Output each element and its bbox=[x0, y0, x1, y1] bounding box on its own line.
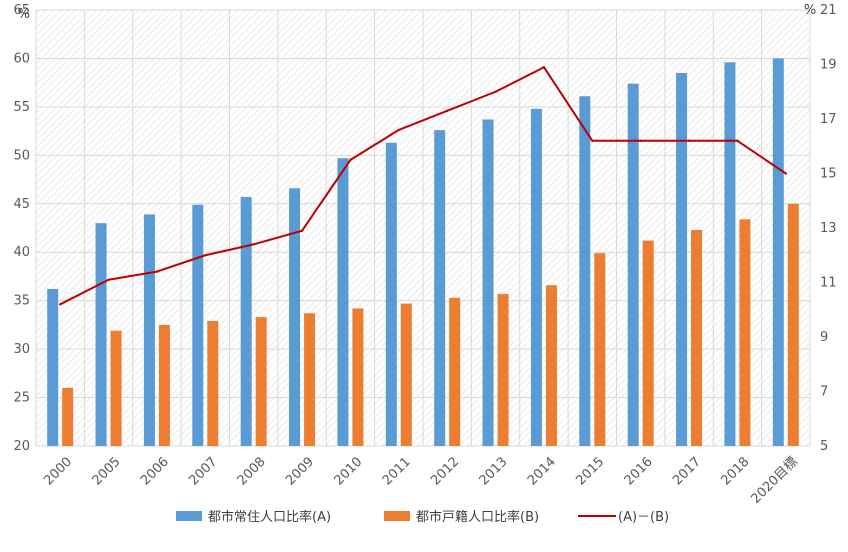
legend-swatch bbox=[384, 511, 410, 521]
x-tick-label: 2018 bbox=[718, 454, 752, 488]
right-tick-label: 21 bbox=[820, 3, 837, 18]
bar-urban-hukou-ratio bbox=[739, 219, 751, 446]
bar-urban-resident-ratio bbox=[95, 223, 107, 446]
bar-urban-resident-ratio bbox=[772, 58, 784, 446]
x-tick-label: 2016 bbox=[622, 454, 656, 488]
line-point bbox=[591, 139, 594, 142]
line-point bbox=[155, 270, 159, 273]
bar-urban-hukou-ratio bbox=[594, 253, 606, 446]
x-tick-label: 2011 bbox=[380, 454, 414, 488]
x-tick-label: 2009 bbox=[283, 454, 317, 488]
x-tick-label: 2017 bbox=[670, 454, 704, 488]
line-point bbox=[736, 139, 739, 142]
bar-urban-resident-ratio bbox=[143, 214, 155, 446]
bar-urban-resident-ratio bbox=[385, 142, 397, 446]
bar-urban-hukou-ratio bbox=[255, 317, 267, 446]
bar-urban-resident-ratio bbox=[434, 130, 446, 447]
bar-urban-hukou-ratio bbox=[449, 297, 461, 446]
bar-urban-hukou-ratio bbox=[497, 293, 509, 446]
x-tick-label: 2008 bbox=[235, 454, 269, 488]
bar-urban-resident-ratio bbox=[192, 204, 204, 446]
x-tick-label: 2010 bbox=[331, 454, 365, 488]
right-tick-label: 19 bbox=[820, 58, 837, 73]
bar-urban-hukou-ratio bbox=[158, 324, 170, 446]
bar-urban-resident-ratio bbox=[530, 108, 542, 447]
bar-urban-resident-ratio bbox=[337, 158, 349, 447]
line-point bbox=[542, 66, 546, 69]
x-axis: 2000 2005 2006 2007 2008 2009 2010 2011 2012 2013… bbox=[41, 454, 801, 506]
bar-urban-hukou-ratio bbox=[545, 285, 557, 446]
bar-urban-resident-ratio bbox=[724, 62, 736, 446]
bar-urban-hukou-ratio bbox=[691, 229, 703, 446]
bar-urban-hukou-ratio bbox=[400, 303, 412, 446]
right-tick-label: 11 bbox=[820, 276, 837, 291]
left-tick-label: 35 bbox=[13, 294, 30, 309]
legend-label: 都市戸籍人口比率(B) bbox=[416, 509, 539, 525]
x-tick-label: 2005 bbox=[90, 454, 124, 488]
line-point bbox=[687, 139, 691, 142]
left-tick-label: 30 bbox=[13, 342, 30, 357]
line-point bbox=[300, 229, 304, 232]
line-point bbox=[107, 278, 110, 281]
bar-urban-hukou-ratio bbox=[110, 330, 122, 446]
x-tick-label: 2007 bbox=[186, 454, 220, 488]
line-point bbox=[639, 139, 642, 142]
line-point bbox=[397, 128, 401, 132]
bar-urban-hukou-ratio bbox=[207, 321, 219, 446]
bar-urban-hukou-ratio bbox=[642, 240, 654, 446]
right-tick-label: 15 bbox=[820, 167, 837, 182]
line-point bbox=[349, 158, 352, 162]
bar-urban-resident-ratio bbox=[676, 72, 688, 446]
bar-urban-resident-ratio bbox=[289, 188, 301, 446]
right-tick-label: 13 bbox=[820, 221, 837, 236]
x-tick-label: 2000 bbox=[41, 454, 75, 488]
left-tick-label: 45 bbox=[13, 197, 30, 212]
x-tick-label: 2013 bbox=[477, 454, 511, 488]
left-tick-label: 40 bbox=[13, 245, 30, 260]
left-tick-label: 25 bbox=[13, 391, 30, 406]
bar-urban-resident-ratio bbox=[627, 83, 639, 446]
left-axis-unit: % bbox=[18, 7, 30, 22]
bar-urban-hukou-ratio bbox=[62, 387, 74, 446]
right-tick-label: 9 bbox=[820, 330, 828, 345]
line-point bbox=[58, 303, 62, 306]
difference-line bbox=[58, 66, 788, 306]
right-tick-label: 5 bbox=[820, 439, 828, 454]
legend: 都市常住人口比率(A) 都市戸籍人口比率(B) (A)－(B) bbox=[176, 509, 669, 525]
bar-urban-resident-ratio bbox=[240, 196, 252, 446]
bar-urban-resident-ratio bbox=[482, 119, 494, 447]
right-tick-label: 17 bbox=[820, 112, 837, 127]
x-tick-label: 2020目標 bbox=[748, 454, 800, 506]
x-tick-label: 2014 bbox=[525, 454, 559, 488]
left-tick-label: 20 bbox=[13, 439, 30, 454]
line-point bbox=[784, 172, 788, 175]
legend-label: 都市常住人口比率(A) bbox=[208, 509, 331, 525]
bars bbox=[47, 58, 799, 447]
bar-urban-resident-ratio bbox=[47, 289, 59, 446]
bar-urban-resident-ratio bbox=[579, 96, 591, 446]
bar-urban-hukou-ratio bbox=[304, 313, 316, 446]
legend-swatch bbox=[176, 511, 202, 521]
x-tick-label: 2012 bbox=[428, 454, 462, 488]
left-axis: 20 25 30 35 40 45 50 55 60 65% bbox=[13, 3, 30, 454]
line-difference-series bbox=[59, 66, 787, 306]
x-tick-label: 2015 bbox=[573, 454, 607, 488]
right-tick-label: 7 bbox=[820, 385, 828, 400]
legend-label: (A)－(B) bbox=[618, 510, 669, 525]
right-axis-unit: % bbox=[804, 3, 816, 18]
right-axis: 5 7 9 11 13 15 17 19 21% bbox=[804, 3, 837, 454]
line-point bbox=[445, 109, 449, 113]
line-point bbox=[494, 90, 497, 93]
left-tick-label: 60 bbox=[13, 51, 30, 66]
bar-urban-hukou-ratio bbox=[352, 308, 364, 446]
x-tick-label: 2006 bbox=[138, 454, 172, 488]
bar-urban-hukou-ratio bbox=[787, 203, 799, 446]
left-tick-label: 65 bbox=[13, 3, 30, 18]
line-point bbox=[252, 243, 255, 246]
line-point bbox=[204, 254, 207, 257]
left-tick-label: 55 bbox=[13, 100, 30, 115]
left-tick-label: 50 bbox=[13, 148, 30, 163]
